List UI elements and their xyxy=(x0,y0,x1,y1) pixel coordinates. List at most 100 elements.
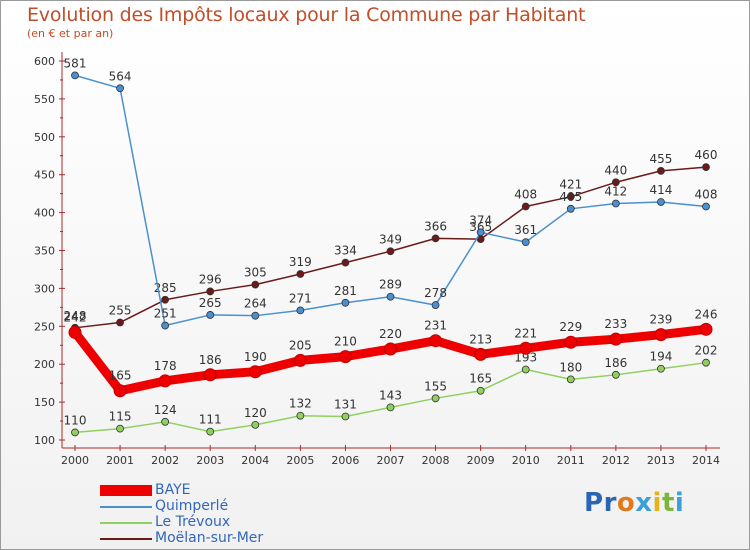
data-point-quimperl- xyxy=(161,321,170,330)
x-tick-label: 2001 xyxy=(106,454,134,467)
data-point-mo-lan-sur-mer xyxy=(566,192,575,201)
data-label-quimperl-: 278 xyxy=(424,286,447,300)
data-label-baye: 190 xyxy=(244,350,267,364)
data-point-baye xyxy=(68,325,82,339)
data-point-le-tr-voux xyxy=(206,427,215,436)
data-label-quimperl-: 405 xyxy=(559,190,582,204)
data-point-le-tr-voux xyxy=(657,364,665,373)
data-label-baye: 229 xyxy=(559,320,582,334)
data-point-le-tr-voux xyxy=(566,375,575,384)
data-label-quimperl-: 265 xyxy=(199,296,222,310)
data-point-baye xyxy=(158,374,172,388)
data-label-mo-lan-sur-mer: 349 xyxy=(379,232,402,246)
data-label-le-tr-voux: 124 xyxy=(154,403,177,417)
data-label-baye: 213 xyxy=(469,332,492,346)
data-point-quimperl- xyxy=(431,301,440,309)
data-point-baye xyxy=(429,334,443,348)
data-point-mo-lan-sur-mer xyxy=(611,178,620,187)
logo-letter: i xyxy=(674,488,685,518)
data-label-le-tr-voux: 143 xyxy=(379,388,402,402)
data-point-baye xyxy=(248,365,262,379)
y-tick-label: 500 xyxy=(34,131,55,144)
chart-subtitle: (en € et par an) xyxy=(27,27,114,40)
y-tick-label: 450 xyxy=(34,169,55,182)
data-label-le-tr-voux: 110 xyxy=(64,413,87,427)
data-point-quimperl- xyxy=(521,238,530,247)
data-label-le-tr-voux: 193 xyxy=(514,351,537,365)
legend-item-baye: BAYE xyxy=(100,482,360,499)
x-tick-label: 2008 xyxy=(422,454,450,467)
x-tick-label: 2013 xyxy=(647,454,675,467)
x-tick-label: 2011 xyxy=(557,454,585,467)
y-tick-label: 200 xyxy=(34,358,55,371)
data-point-mo-lan-sur-mer xyxy=(702,163,710,172)
logo-letter: o xyxy=(616,488,636,518)
legend-swatch-moelan-sur-mer xyxy=(100,538,152,540)
data-label-mo-lan-sur-mer: 319 xyxy=(289,255,312,269)
x-tick-label: 2009 xyxy=(467,454,495,467)
y-tick-label: 400 xyxy=(34,207,55,220)
y-tick-label: 100 xyxy=(34,434,55,447)
data-label-baye: 210 xyxy=(334,335,357,349)
x-tick-label: 2010 xyxy=(512,454,540,467)
data-point-mo-lan-sur-mer xyxy=(116,318,124,327)
legend-label-le-trevoux: Le Trévoux xyxy=(155,514,231,530)
data-label-baye: 205 xyxy=(289,338,312,352)
x-tick-label: 2002 xyxy=(151,454,179,467)
data-label-mo-lan-sur-mer: 460 xyxy=(695,148,718,162)
chart-legend: BAYE Quimperlé Le Trévoux Moëlan-sur-Mer xyxy=(100,482,360,547)
data-point-baye xyxy=(564,335,578,349)
data-point-mo-lan-sur-mer xyxy=(431,234,440,243)
logo-letter: i xyxy=(652,488,662,518)
data-point-le-tr-voux xyxy=(702,358,710,367)
legend-item-moelan-sur-mer: Moëlan-sur-Mer xyxy=(100,530,360,547)
legend-label-quimperle: Quimperlé xyxy=(155,498,229,514)
data-point-le-tr-voux xyxy=(251,420,260,429)
data-label-le-tr-voux: 132 xyxy=(289,397,312,411)
data-label-mo-lan-sur-mer: 421 xyxy=(559,178,582,192)
data-point-quimperl- xyxy=(206,311,215,319)
data-label-quimperl-: 361 xyxy=(514,223,537,237)
data-point-quimperl- xyxy=(476,228,485,237)
data-point-le-tr-voux xyxy=(611,370,620,379)
y-tick-label: 300 xyxy=(34,282,55,295)
data-label-baye: 186 xyxy=(199,353,222,367)
data-point-mo-lan-sur-mer xyxy=(386,247,395,256)
data-label-le-tr-voux: 202 xyxy=(695,344,718,358)
data-label-mo-lan-sur-mer: 455 xyxy=(649,152,672,166)
data-point-quimperl- xyxy=(566,204,575,213)
chart-title: Evolution des Impôts locaux pour la Comm… xyxy=(27,4,586,26)
data-point-baye xyxy=(203,368,217,382)
data-point-quimperl- xyxy=(116,84,124,93)
data-label-quimperl-: 414 xyxy=(649,183,672,197)
x-tick-label: 2003 xyxy=(196,454,224,467)
data-label-quimperl-: 374 xyxy=(469,213,492,227)
data-point-le-tr-voux xyxy=(71,428,79,437)
legend-swatch-baye xyxy=(100,485,152,496)
data-point-baye xyxy=(338,350,352,364)
data-label-baye: 233 xyxy=(604,317,627,331)
data-label-quimperl-: 264 xyxy=(244,297,267,311)
data-label-le-tr-voux: 186 xyxy=(604,356,627,370)
data-point-mo-lan-sur-mer xyxy=(341,258,350,267)
data-point-quimperl- xyxy=(251,311,260,320)
data-point-le-tr-voux xyxy=(431,394,440,403)
logo-letter: r xyxy=(603,488,617,518)
legend-swatch-le-trevoux xyxy=(100,522,152,524)
data-label-baye: 165 xyxy=(109,369,132,383)
data-label-quimperl-: 289 xyxy=(379,278,402,292)
data-label-le-tr-voux: 115 xyxy=(109,410,132,424)
data-point-le-tr-voux xyxy=(476,386,485,395)
y-tick-label: 550 xyxy=(34,93,55,106)
data-label-mo-lan-sur-mer: 296 xyxy=(199,272,222,286)
data-point-baye xyxy=(609,332,623,346)
y-tick-label: 350 xyxy=(34,245,55,258)
legend-item-le-trevoux: Le Trévoux xyxy=(100,514,360,531)
legend-label-baye: BAYE xyxy=(155,482,191,498)
data-point-baye xyxy=(519,341,533,355)
data-label-le-tr-voux: 155 xyxy=(424,379,447,393)
data-point-le-tr-voux xyxy=(296,411,305,420)
data-point-quimperl- xyxy=(657,198,665,206)
legend-label-moelan-sur-mer: Moëlan-sur-Mer xyxy=(155,530,264,546)
